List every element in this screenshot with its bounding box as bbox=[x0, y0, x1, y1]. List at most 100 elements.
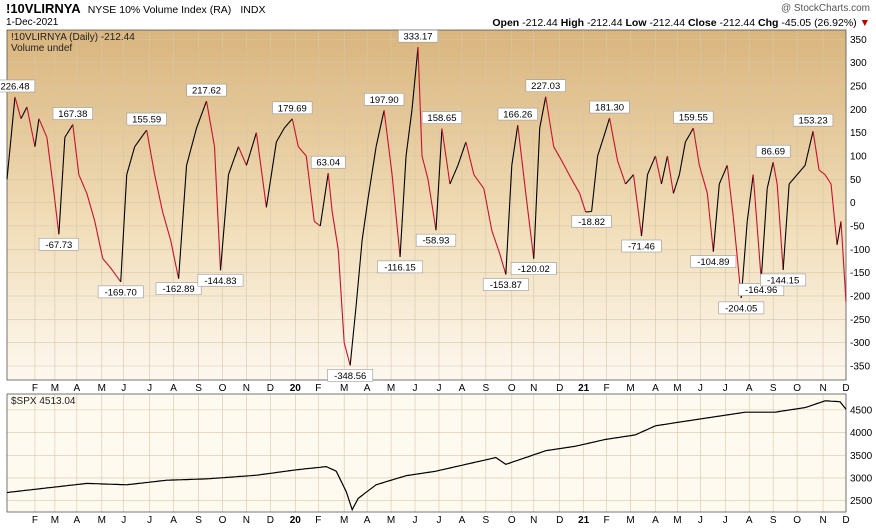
series-segment bbox=[92, 214, 96, 222]
series-segment bbox=[26, 106, 30, 118]
y-tick-label: 100 bbox=[850, 152, 867, 163]
series-segment bbox=[80, 179, 84, 185]
series-segment bbox=[732, 216, 736, 238]
series-segment bbox=[58, 201, 62, 235]
series-segment bbox=[435, 196, 439, 231]
series-segment bbox=[728, 182, 732, 200]
x-tick-label: 20 bbox=[290, 383, 302, 394]
plot-background bbox=[7, 30, 846, 380]
series-segment bbox=[138, 138, 142, 142]
series-segment bbox=[555, 149, 559, 154]
series-segment bbox=[373, 146, 377, 160]
upper-panel: 350 300 250 200 150 100 50 0 -50 -100 -150 -200 -250… bbox=[0, 29, 870, 394]
value-label: -144.15 bbox=[767, 275, 799, 286]
x-tick-label: A bbox=[170, 515, 177, 526]
value-label-box bbox=[571, 215, 612, 228]
x-tick-label: N bbox=[819, 383, 826, 394]
series-segment bbox=[285, 123, 289, 127]
series-segment bbox=[509, 165, 513, 202]
series-segment bbox=[287, 120, 291, 124]
title-line: !10VLIRNYA NYSE 10% Volume Index (RA) IN… bbox=[0, 2, 876, 17]
series-segment bbox=[215, 187, 220, 230]
series-segment bbox=[46, 137, 50, 153]
series-segment bbox=[74, 141, 78, 159]
x-tick-label: A bbox=[459, 383, 466, 394]
value-label-box bbox=[186, 83, 227, 97]
x-tick-label: 21 bbox=[578, 383, 590, 394]
y-tick-label: 150 bbox=[850, 128, 867, 139]
series-segment bbox=[34, 132, 38, 147]
series-segment bbox=[605, 124, 609, 132]
series-segment bbox=[511, 151, 515, 166]
value-label-box bbox=[755, 144, 791, 158]
x-tick-label: M bbox=[673, 383, 681, 394]
series-segment bbox=[559, 156, 563, 161]
value-label-box bbox=[310, 155, 346, 169]
series-segment bbox=[10, 117, 14, 139]
series-segment bbox=[629, 176, 632, 180]
series-segment bbox=[642, 195, 647, 216]
series-segment bbox=[623, 177, 627, 185]
legend-entry: $SPX 4513.04 bbox=[11, 396, 76, 407]
series-segment bbox=[726, 165, 730, 183]
series-segment bbox=[764, 188, 768, 220]
series-segment bbox=[611, 128, 615, 140]
series-segment bbox=[692, 128, 696, 141]
series-segment bbox=[295, 137, 299, 147]
series-segment bbox=[441, 128, 445, 143]
series-segment bbox=[359, 239, 363, 262]
series-segment bbox=[407, 124, 411, 141]
x-tick-label: O bbox=[219, 515, 227, 526]
x-tick-label: S bbox=[195, 515, 202, 526]
series-segment bbox=[537, 127, 541, 172]
series-segment bbox=[525, 193, 529, 210]
x-tick-label: D bbox=[842, 515, 849, 526]
low-value: -212.44 bbox=[649, 17, 686, 29]
series-segment bbox=[273, 141, 277, 156]
x-tick-label: N bbox=[243, 383, 250, 394]
series-segment bbox=[670, 180, 674, 194]
series-segment bbox=[668, 168, 672, 181]
series-segment bbox=[205, 101, 210, 113]
series-segment bbox=[112, 270, 116, 274]
series-segment bbox=[457, 159, 461, 166]
series-segment bbox=[411, 88, 415, 110]
series-segment bbox=[8, 138, 12, 159]
x-tick-label: F bbox=[32, 515, 38, 526]
x-tick-label: 20 bbox=[290, 515, 302, 526]
series-segment bbox=[800, 167, 804, 171]
series-segment bbox=[549, 121, 553, 135]
value-label-box bbox=[364, 93, 405, 106]
value-label-box bbox=[197, 273, 244, 287]
x-tick-label: F bbox=[32, 383, 38, 394]
series-segment bbox=[223, 198, 228, 223]
value-label: -153.87 bbox=[490, 280, 522, 291]
series-segment bbox=[770, 162, 774, 172]
series-segment bbox=[158, 193, 162, 203]
series-segment bbox=[812, 131, 816, 145]
value-label-box bbox=[97, 285, 144, 299]
x-tick-label: J bbox=[723, 515, 728, 526]
series-segment bbox=[828, 180, 832, 185]
series-segment bbox=[156, 183, 160, 194]
series-segment bbox=[453, 169, 457, 175]
series-segment bbox=[213, 146, 218, 188]
series-segment bbox=[315, 222, 319, 225]
series-segment bbox=[479, 182, 483, 187]
value-label-box bbox=[510, 262, 557, 275]
series-segment bbox=[198, 117, 202, 123]
x-tick-label: M bbox=[340, 515, 348, 526]
series-segment bbox=[425, 171, 429, 180]
value-label-box bbox=[155, 282, 202, 295]
series-segment bbox=[455, 165, 459, 171]
x-tick-label: 21 bbox=[578, 515, 590, 526]
series-segment bbox=[62, 137, 66, 170]
series-segment bbox=[174, 259, 178, 270]
series-segment bbox=[188, 150, 192, 159]
x-tick-label: S bbox=[770, 383, 777, 394]
series-segment bbox=[497, 247, 501, 255]
series-segment bbox=[489, 220, 493, 231]
series-segment bbox=[281, 127, 285, 132]
series-segment bbox=[712, 229, 716, 252]
series-segment bbox=[329, 192, 333, 213]
